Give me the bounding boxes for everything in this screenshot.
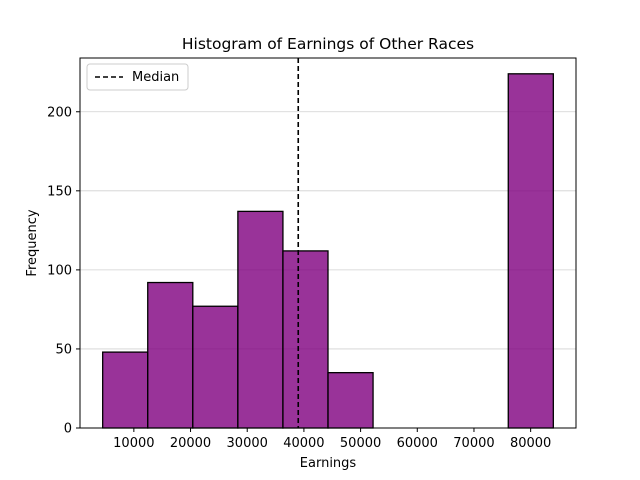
y-tick-label: 50	[55, 342, 72, 357]
y-tick-label: 0	[64, 422, 72, 437]
histogram-bar	[237, 210, 284, 429]
histogram-bar	[507, 73, 554, 429]
legend-median-label: Median	[132, 70, 179, 85]
x-tick-label: 10000	[113, 436, 154, 451]
x-tick-label: 40000	[283, 436, 324, 451]
x-axis-label: Earnings	[300, 456, 357, 471]
x-tick-label: 60000	[397, 436, 438, 451]
histogram-bar	[102, 351, 149, 429]
chart-title: Histogram of Earnings of Other Races	[182, 35, 474, 53]
histogram-bar	[192, 305, 239, 429]
histogram-bar	[147, 281, 194, 429]
y-tick-label: 100	[47, 263, 72, 278]
x-tick-label: 50000	[340, 436, 381, 451]
x-tick-label: 20000	[170, 436, 211, 451]
y-axis-label: Frequency	[25, 209, 40, 276]
x-tick-label: 80000	[510, 436, 551, 451]
y-tick-label: 200	[47, 105, 72, 120]
x-axis-ticks: 10000 20000 30000 40000 50000 60000 70000 80000	[113, 428, 551, 451]
y-tick-label: 150	[47, 184, 72, 199]
histogram-bar	[282, 250, 329, 429]
plot-area-frame	[79, 57, 577, 429]
y-axis-ticks: 0 50 100 150 200	[47, 105, 80, 437]
legend: Median	[86, 63, 189, 91]
histogram-bars	[102, 73, 554, 429]
histogram-bar	[327, 372, 374, 429]
x-tick-label: 70000	[453, 436, 494, 451]
x-tick-label: 30000	[227, 436, 268, 451]
legend-box	[86, 63, 189, 91]
